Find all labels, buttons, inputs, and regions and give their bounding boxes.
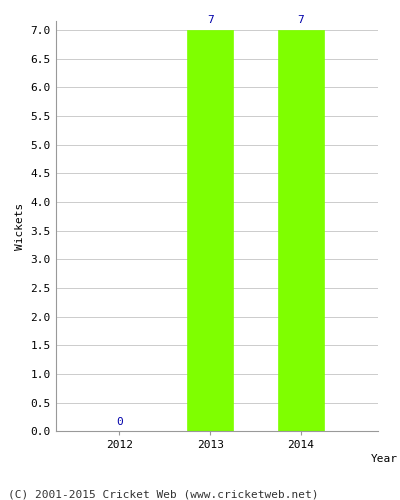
X-axis label: Year: Year xyxy=(371,454,398,464)
Text: 0: 0 xyxy=(116,416,123,426)
Text: (C) 2001-2015 Cricket Web (www.cricketweb.net): (C) 2001-2015 Cricket Web (www.cricketwe… xyxy=(8,490,318,500)
Text: 7: 7 xyxy=(298,15,304,25)
Bar xyxy=(278,30,324,431)
Bar xyxy=(188,30,233,431)
Y-axis label: Wickets: Wickets xyxy=(15,202,25,250)
Text: 7: 7 xyxy=(207,15,214,25)
